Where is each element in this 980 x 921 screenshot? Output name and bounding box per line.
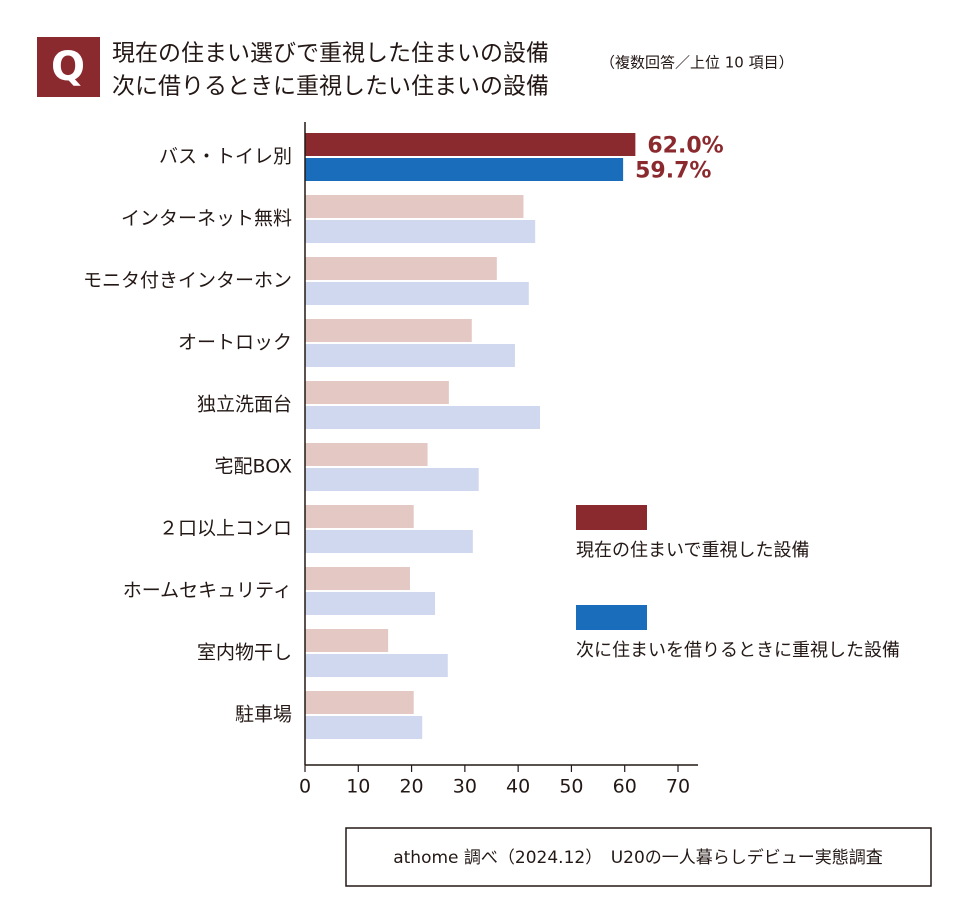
- chart-title: 現在の住まい選びで重視した住まいの設備: [112, 41, 549, 67]
- bar: [305, 319, 472, 342]
- category-label: 独立洗面台: [197, 394, 292, 416]
- chart-subtitle: （複数回答／上位 10 項目）: [600, 54, 794, 72]
- legend-label: 次に住まいを借りるときに重視した設備: [576, 640, 900, 661]
- category-label: オートロック: [178, 332, 292, 354]
- bar: [305, 716, 423, 739]
- bar: [305, 443, 428, 466]
- bar: [305, 344, 515, 367]
- bar: [305, 195, 524, 218]
- category-label: 駐車場: [235, 704, 292, 726]
- x-tick-label: 30: [453, 776, 477, 798]
- x-tick-label: 10: [346, 776, 370, 798]
- x-tick-label: 60: [613, 776, 637, 798]
- category-label: 室内物干し: [197, 642, 292, 664]
- legend-swatch: [576, 605, 647, 630]
- legend-swatch: [576, 505, 647, 530]
- source-box: [345, 827, 932, 887]
- bar: [305, 282, 529, 305]
- bar: [305, 629, 389, 652]
- x-tick-label: 0: [299, 776, 311, 798]
- bar: [305, 406, 540, 429]
- badge-box: [37, 37, 100, 97]
- bar: [305, 691, 414, 714]
- x-tick-label: 20: [399, 776, 423, 798]
- bar: [305, 381, 449, 404]
- category-label: 宅配BOX: [215, 456, 292, 478]
- bar: [305, 530, 473, 553]
- chart-title: 次に借りるときに重視したい住まいの設備: [112, 74, 549, 100]
- value-label: 62.0%: [647, 134, 723, 159]
- legend-label: 現在の住まいで重視した設備: [576, 540, 809, 561]
- category-label: ホームセキュリティ: [123, 580, 292, 602]
- x-tick-label: 40: [506, 776, 530, 798]
- bar: [305, 592, 436, 615]
- x-tick-label: 70: [666, 776, 690, 798]
- category-label: モニタ付きインターホン: [83, 270, 292, 292]
- value-label: 59.7%: [635, 159, 711, 184]
- x-tick-label: 50: [559, 776, 583, 798]
- bar: [305, 158, 624, 181]
- bar: [305, 220, 536, 243]
- bar: [305, 257, 497, 280]
- badge: Q: [51, 44, 85, 90]
- bar: [305, 654, 448, 677]
- category-label: インターネット無料: [121, 208, 292, 230]
- bar: [305, 468, 479, 491]
- category-label: バス・トイレ別: [159, 146, 292, 168]
- category-label: ２口以上コンロ: [159, 518, 292, 540]
- bar: [305, 133, 636, 156]
- bar: [305, 567, 410, 590]
- bar: [305, 505, 414, 528]
- source: athome 調べ（2024.12） U20の一人暮らしデビュー実態調査: [393, 847, 883, 868]
